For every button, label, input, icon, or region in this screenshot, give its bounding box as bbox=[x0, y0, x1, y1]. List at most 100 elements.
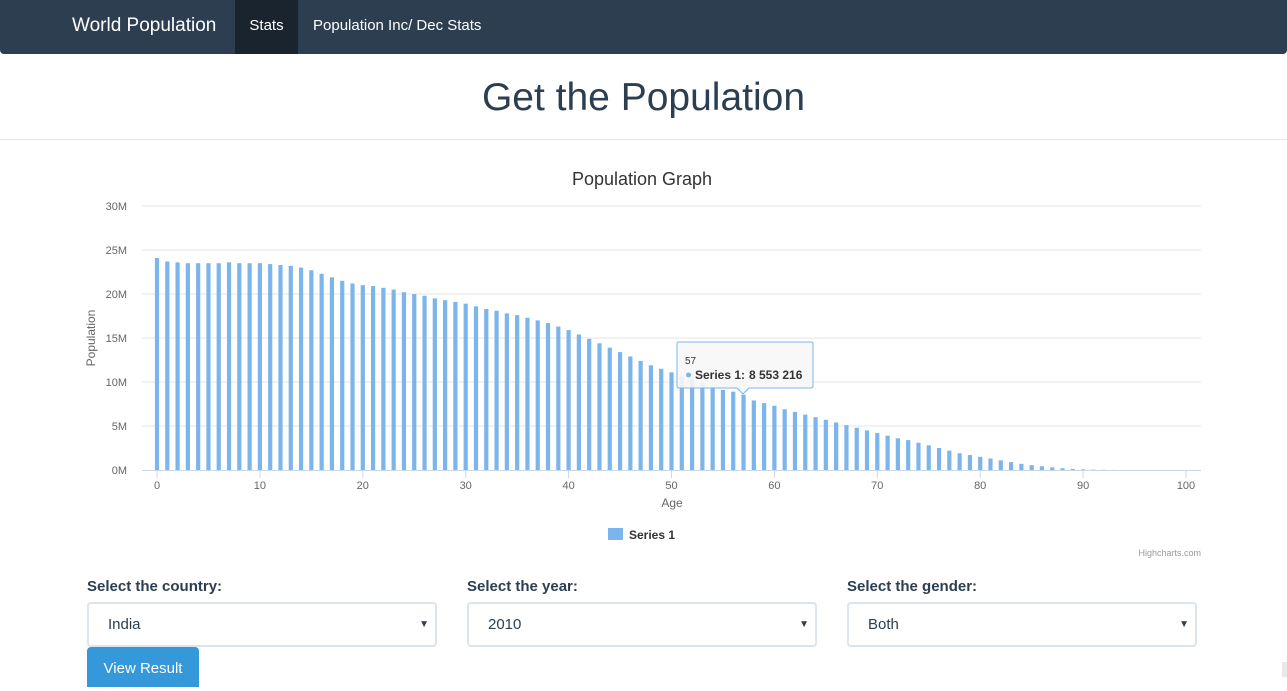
bar bbox=[422, 296, 426, 470]
y-tick-label: 30M bbox=[106, 201, 127, 213]
bar bbox=[1060, 468, 1064, 470]
bar bbox=[412, 294, 416, 470]
bar bbox=[505, 313, 509, 470]
bar bbox=[721, 390, 725, 470]
bar bbox=[1081, 469, 1085, 470]
bar bbox=[494, 311, 498, 470]
bar bbox=[484, 309, 488, 470]
bar bbox=[700, 383, 704, 470]
gender-select[interactable]: Both ▼ bbox=[847, 602, 1197, 647]
bar bbox=[350, 283, 354, 470]
nav-stats[interactable]: Stats bbox=[235, 0, 298, 54]
bar bbox=[803, 415, 807, 470]
nav-population-inc-dec-stats[interactable]: Population Inc/ Dec Stats bbox=[313, 0, 481, 54]
bar bbox=[875, 433, 879, 470]
bar bbox=[885, 436, 889, 470]
bar bbox=[381, 288, 385, 470]
bar bbox=[577, 334, 581, 470]
bar bbox=[783, 409, 787, 470]
gender-label: Select the gender: bbox=[847, 578, 1197, 602]
bar bbox=[896, 438, 900, 470]
y-axis-title: Population bbox=[84, 310, 98, 367]
bar bbox=[1040, 466, 1044, 470]
bar bbox=[175, 262, 179, 470]
country-label: Select the country: bbox=[87, 578, 437, 602]
legend-label: Series 1 bbox=[629, 528, 675, 542]
bar bbox=[556, 327, 560, 470]
bar bbox=[628, 356, 632, 470]
bar bbox=[309, 270, 313, 470]
bar bbox=[587, 339, 591, 470]
x-tick-label: 100 bbox=[1177, 480, 1195, 492]
bar bbox=[1071, 469, 1075, 470]
year-value: 2010 bbox=[488, 604, 521, 645]
bar bbox=[752, 400, 756, 470]
bar bbox=[186, 263, 190, 470]
bar bbox=[340, 281, 344, 470]
bar bbox=[1030, 465, 1034, 470]
bar bbox=[772, 406, 776, 470]
bar bbox=[474, 306, 478, 470]
bar bbox=[443, 300, 447, 470]
bar bbox=[278, 265, 282, 470]
bar bbox=[237, 263, 241, 470]
bar bbox=[999, 460, 1003, 470]
bar bbox=[155, 258, 159, 470]
bar bbox=[906, 440, 910, 470]
y-tick-label: 10M bbox=[106, 377, 127, 389]
x-axis-title: Age bbox=[661, 496, 683, 510]
year-label: Select the year: bbox=[467, 578, 817, 602]
view-result-button[interactable]: View Result bbox=[87, 647, 199, 687]
bar bbox=[669, 372, 673, 470]
chevron-down-icon: ▼ bbox=[419, 604, 429, 645]
y-tick-label: 5M bbox=[112, 421, 127, 433]
bar bbox=[464, 304, 468, 470]
bar bbox=[916, 443, 920, 470]
y-tick-label: 20M bbox=[106, 289, 127, 301]
gender-value: Both bbox=[868, 604, 899, 645]
tooltip-series-label: Series 1: bbox=[695, 368, 745, 382]
tooltip-header: 57 bbox=[685, 356, 697, 367]
x-tick-label: 0 bbox=[154, 480, 160, 492]
bar bbox=[741, 395, 745, 470]
bar bbox=[289, 266, 293, 470]
bar bbox=[392, 290, 396, 470]
bar bbox=[196, 263, 200, 470]
bar bbox=[402, 292, 406, 470]
bar bbox=[330, 277, 334, 470]
bar bbox=[320, 274, 324, 470]
bar bbox=[680, 377, 684, 470]
bar bbox=[371, 286, 375, 470]
chart-credits: Highcharts.com bbox=[1138, 548, 1201, 558]
bar bbox=[299, 268, 303, 470]
bar bbox=[762, 403, 766, 470]
country-group: Select the country: India ▼ bbox=[87, 578, 437, 647]
tooltip-dot bbox=[686, 373, 691, 378]
legend-swatch bbox=[608, 528, 623, 540]
chart-title: Population Graph bbox=[572, 169, 712, 189]
year-select[interactable]: 2010 ▼ bbox=[467, 602, 817, 647]
bar bbox=[711, 386, 715, 470]
bar bbox=[248, 263, 252, 470]
bar bbox=[865, 430, 869, 470]
bar bbox=[515, 315, 519, 470]
scrollbar[interactable] bbox=[1282, 662, 1287, 677]
bar bbox=[813, 417, 817, 470]
year-group: Select the year: 2010 ▼ bbox=[467, 578, 817, 647]
bar bbox=[1009, 462, 1013, 470]
bar bbox=[937, 448, 941, 470]
bar bbox=[968, 455, 972, 470]
bar bbox=[947, 451, 951, 470]
country-select[interactable]: India ▼ bbox=[87, 602, 437, 647]
bar bbox=[824, 420, 828, 470]
brand-link[interactable]: World Population bbox=[72, 0, 216, 54]
bar bbox=[268, 264, 272, 470]
bar bbox=[690, 379, 694, 470]
x-tick-label: 70 bbox=[871, 480, 883, 492]
bar bbox=[958, 453, 962, 470]
y-tick-label: 15M bbox=[106, 333, 127, 345]
y-tick-label: 25M bbox=[106, 245, 127, 257]
x-tick-label: 50 bbox=[665, 480, 677, 492]
bar bbox=[227, 262, 231, 470]
